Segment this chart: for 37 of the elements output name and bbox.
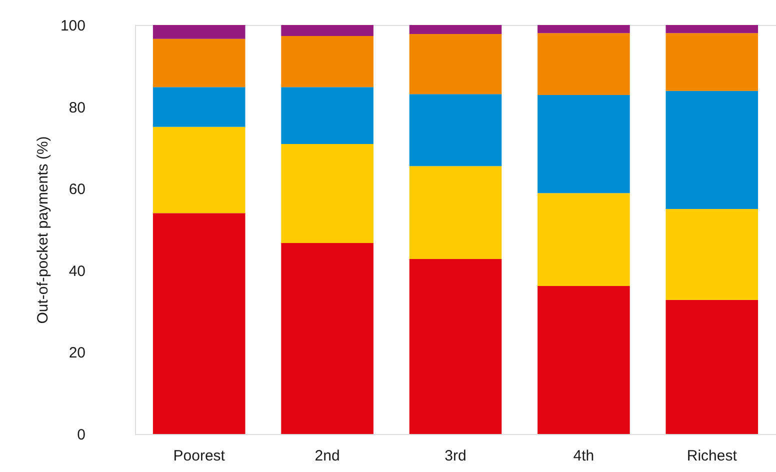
y-tick-label: 80 <box>68 99 86 116</box>
bar <box>409 25 502 34</box>
x-tick-label: 2nd <box>314 448 340 464</box>
x-tick-label: 4th <box>573 448 594 464</box>
bar <box>409 34 502 94</box>
bar <box>538 25 630 34</box>
bar <box>152 213 246 434</box>
y-tick-label: 40 <box>68 262 86 280</box>
y-tick-label: 20 <box>68 344 86 362</box>
bar <box>281 242 374 434</box>
bar <box>666 33 758 91</box>
bar <box>666 90 758 210</box>
bar <box>538 193 630 286</box>
y-tick-label: 100 <box>60 18 86 34</box>
bar <box>538 33 630 95</box>
bar <box>409 258 502 434</box>
bar <box>152 126 246 214</box>
bar <box>281 87 374 144</box>
bar <box>538 94 630 194</box>
bar <box>281 144 374 243</box>
bar <box>152 25 246 39</box>
bar <box>409 166 502 259</box>
y-axis-title: Out-of-pocket payments (%) <box>34 136 52 324</box>
bar <box>409 94 502 166</box>
y-tick-label: 0 <box>77 426 86 444</box>
x-tick-label: Richest <box>686 448 738 464</box>
bar <box>666 25 758 34</box>
bar <box>538 286 630 434</box>
bar <box>666 209 758 300</box>
bar <box>666 300 758 434</box>
bar <box>152 87 246 127</box>
x-tick-label: 3rd <box>444 448 466 464</box>
x-tick-label: Poorest <box>173 448 226 464</box>
bar <box>281 36 374 88</box>
y-tick-label: 60 <box>68 181 86 198</box>
bar <box>281 25 374 36</box>
bar <box>152 38 246 88</box>
